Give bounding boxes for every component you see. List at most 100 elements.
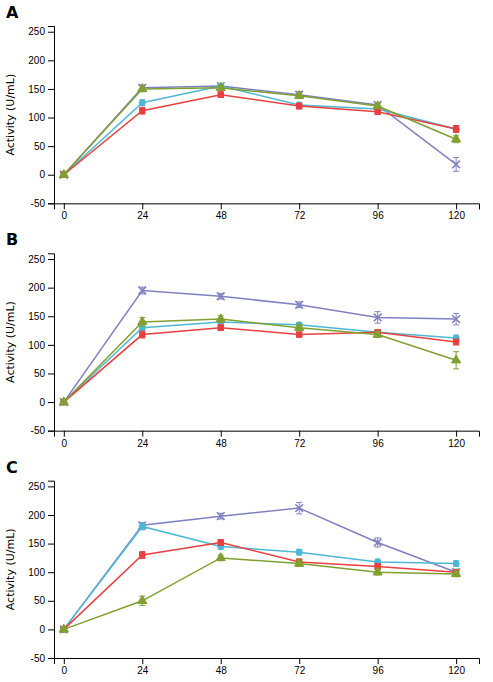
y-axis-title: Activity (U/mL) (4, 528, 17, 610)
plot-area: 024487296120-50050100150200250Activity (… (4, 481, 480, 676)
x-tick-mark (142, 431, 143, 437)
error-bar (139, 287, 145, 294)
data-point (138, 84, 146, 92)
y-tick: -50 (31, 425, 54, 436)
y-tick: 100 (28, 112, 54, 123)
y-axis-line (48, 254, 55, 431)
y-tick-label: 100 (28, 567, 45, 578)
x-tick-label: 24 (137, 665, 149, 676)
data-point (296, 103, 301, 108)
error-bar (218, 540, 224, 546)
x-axis-line (55, 431, 480, 437)
data-point (453, 339, 458, 344)
data-point (373, 101, 382, 109)
x-tick-label: 48 (216, 665, 228, 676)
series (59, 83, 460, 178)
y-tick: 50 (34, 595, 54, 606)
y-tick-mark (48, 60, 54, 61)
data-point (373, 567, 382, 575)
y-tick-label: 200 (28, 510, 45, 521)
y-tick-mark (48, 658, 54, 659)
error-bar (453, 339, 459, 345)
error-bar (139, 552, 145, 559)
data-point (374, 539, 382, 547)
y-tick-mark (48, 288, 54, 289)
y-tick-mark (48, 146, 54, 147)
data-point (296, 549, 302, 555)
series (61, 540, 459, 633)
data-point (374, 101, 382, 109)
x-tick-label: 0 (62, 210, 68, 221)
x-tick: 72 (294, 658, 306, 676)
x-axis: 024487296120 (55, 431, 480, 449)
data-point (139, 100, 145, 106)
series-line (64, 322, 456, 402)
y-axis: -50050100150200250 (28, 26, 54, 209)
error-bar (296, 502, 302, 513)
figure: 0 24 48 72 96 120 -50 0 50 100 150 200 250 Activity (… (0, 0, 493, 682)
error-bar (218, 513, 224, 519)
x-tick-label: 120 (448, 665, 465, 676)
series-line (64, 526, 456, 629)
data-point (216, 314, 225, 322)
y-tick-label: -50 (31, 198, 46, 209)
x-tick-mark (299, 431, 300, 437)
data-point (218, 325, 223, 330)
y-tick: 0 (39, 397, 54, 408)
x-tick: 48 (216, 203, 228, 221)
y-tick: 100 (28, 340, 54, 351)
panel-label: C (6, 458, 18, 477)
error-bar (139, 523, 145, 530)
series (61, 319, 459, 405)
series (59, 314, 460, 405)
x-tick-label: 24 (137, 210, 149, 221)
y-axis: -50 0 50 100 150 200 250 (28, 254, 54, 437)
y-tick-mark (48, 402, 54, 403)
y-axis-line (48, 27, 55, 204)
x-tick-mark (221, 431, 222, 437)
series (61, 325, 459, 405)
data-point (216, 553, 225, 561)
data-point (452, 161, 460, 169)
data-point (453, 126, 458, 131)
x-tick-mark (456, 203, 457, 209)
x-tick-label: 96 (373, 665, 385, 676)
data-point (452, 134, 461, 142)
error-bar (139, 331, 145, 338)
x-tick-mark (299, 203, 300, 209)
data-point (295, 322, 304, 330)
x-tick: 72 (294, 431, 306, 449)
data-point (139, 523, 145, 529)
series-line (64, 508, 456, 629)
y-tick-mark (48, 572, 54, 573)
data-point (59, 397, 68, 405)
y-tick: 0 (39, 624, 54, 635)
y-tick-label: 200 (28, 282, 45, 293)
x-tick: 120 (448, 431, 465, 449)
x-tick-mark (221, 658, 222, 664)
y-tick-mark (48, 89, 54, 90)
error-bar (453, 158, 459, 172)
series-line (64, 558, 456, 630)
x-tick-label: 96 (373, 438, 385, 449)
y-tick-label: 100 (28, 112, 45, 123)
x-tick: 0 (62, 431, 68, 449)
plot-area: 024487296120-50050100150200250Activity (… (4, 254, 480, 449)
y-axis-line (48, 481, 55, 658)
x-tick: 48 (216, 658, 228, 676)
x-tick-label: 72 (294, 210, 306, 221)
y-tick-label: 250 (28, 26, 45, 37)
panel-label: B (6, 230, 18, 249)
y-tick: 250 (28, 254, 54, 265)
y-tick-label: -50 (31, 653, 46, 664)
y-tick: 50 (34, 368, 54, 379)
panel-label: A (6, 3, 19, 22)
y-tick-label: 0 (39, 169, 45, 180)
y-tick: -50 (31, 653, 54, 664)
y-tick: 150 (28, 311, 54, 322)
error-bar (375, 312, 381, 323)
series (61, 523, 459, 632)
error-bar (453, 561, 459, 567)
series-line (64, 86, 456, 175)
error-bar (296, 302, 302, 308)
